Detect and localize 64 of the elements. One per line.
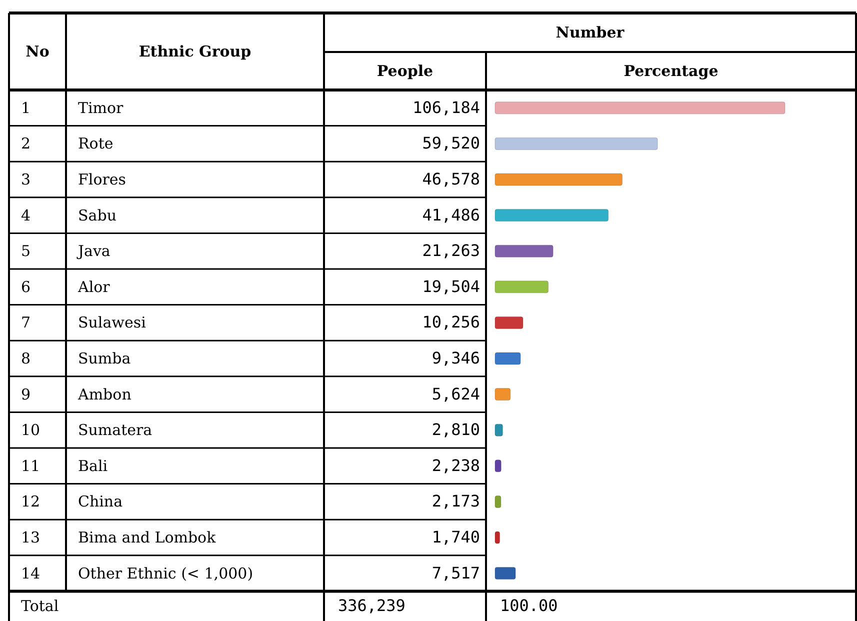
text: 9 <box>21 385 31 404</box>
y-tick-label: Timor <box>78 98 124 117</box>
text: 5 <box>21 242 31 260</box>
text: 7 <box>21 314 31 332</box>
data-label: 10,256 <box>422 312 480 332</box>
text: People <box>376 62 434 80</box>
bar <box>494 137 658 150</box>
text: 100.00 <box>500 596 558 616</box>
y-tick-label: Sumba <box>78 350 131 368</box>
text: 14 <box>21 564 40 582</box>
data-label: 41,486 <box>422 205 480 224</box>
y-tick-label: Bali <box>78 456 108 475</box>
data-label: 2,173 <box>432 492 480 511</box>
bar <box>494 531 500 544</box>
y-axis-title: Ethnic Group <box>138 42 252 60</box>
text: 8 <box>21 350 31 368</box>
data-label: 9,346 <box>432 348 480 368</box>
text: 3 <box>21 170 31 188</box>
bar <box>494 102 786 114</box>
bar <box>494 280 549 294</box>
data-label: 2,810 <box>432 420 480 440</box>
y-tick-label: Flores <box>78 170 126 188</box>
data-label: 106,184 <box>412 98 480 117</box>
bar <box>494 316 524 329</box>
text: 1 <box>21 98 31 117</box>
text: 12 <box>21 492 40 511</box>
bar <box>494 460 502 472</box>
text: 13 <box>21 528 40 546</box>
y-tick-label: Alor <box>77 278 111 296</box>
text: 2 <box>21 134 31 153</box>
text: 336,239 <box>338 596 406 616</box>
y-tick-label: Bima and Lombok <box>78 528 217 546</box>
text: 10 <box>21 421 40 440</box>
data-label: 59,520 <box>422 134 480 153</box>
bar <box>494 388 511 401</box>
y-tick-label: Ambon <box>77 385 132 404</box>
bar <box>494 244 554 258</box>
data-label: 21,263 <box>422 241 480 260</box>
y-tick-label: Sulawesi <box>78 314 146 332</box>
data-label: 1,740 <box>432 528 480 546</box>
bar <box>494 567 516 580</box>
bar <box>494 424 503 436</box>
y-tick-label: Rote <box>78 134 114 153</box>
bar <box>494 352 521 365</box>
text: Total <box>21 597 59 616</box>
data-label: 2,238 <box>432 456 480 475</box>
y-tick-label: Java <box>76 242 110 260</box>
text: No <box>26 42 50 60</box>
bar <box>494 173 622 186</box>
y-tick-label: Sumatera <box>78 421 152 440</box>
bar <box>494 495 502 508</box>
data-label: 19,504 <box>422 276 480 296</box>
text: 6 <box>21 278 31 296</box>
chart-title: Number <box>556 24 626 42</box>
y-tick-label: China <box>78 492 123 511</box>
y-tick-label: Other Ethnic (< 1,000) <box>78 564 254 582</box>
text: 4 <box>21 206 31 224</box>
data-label: 46,578 <box>422 170 480 188</box>
bar <box>494 209 609 222</box>
text: 11 <box>21 456 40 475</box>
data-label: 5,624 <box>432 384 480 404</box>
x-axis-title: Percentage <box>624 62 718 80</box>
y-tick-label: Sabu <box>78 206 117 224</box>
data-label: 7,517 <box>432 563 480 582</box>
